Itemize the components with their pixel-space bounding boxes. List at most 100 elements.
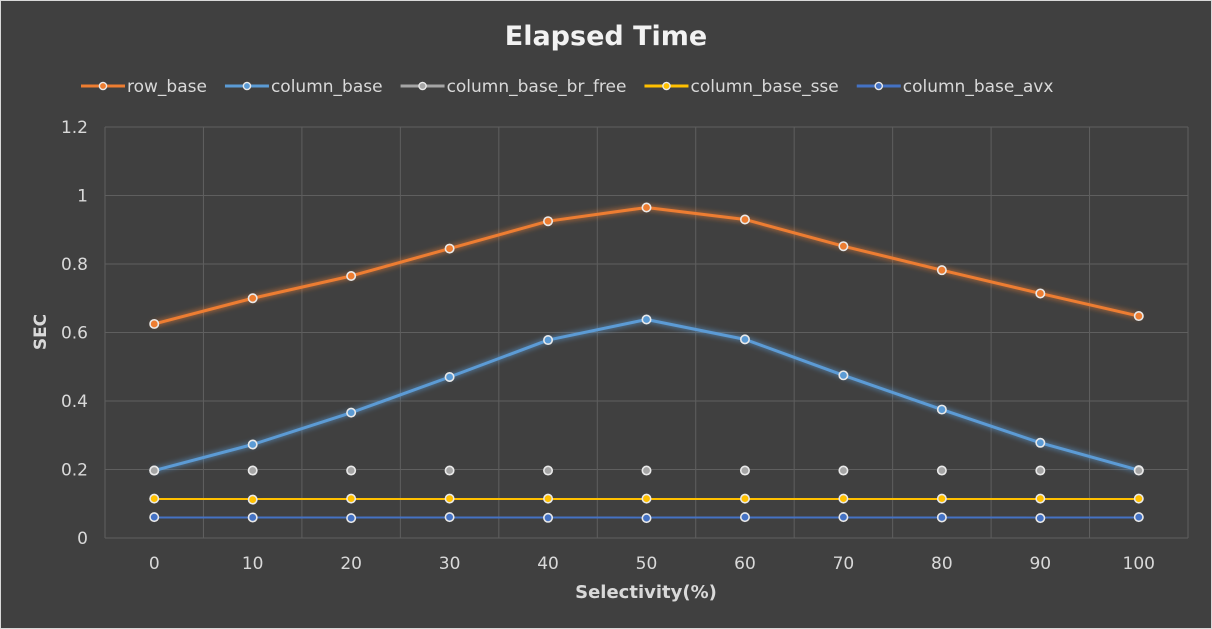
series-lines (149, 202, 1144, 524)
data-point (936, 512, 947, 523)
series-column_base_br_free (149, 465, 1144, 476)
data-point (838, 241, 849, 252)
data-point (247, 512, 258, 523)
legend-label: column_base_br_free (447, 77, 627, 97)
data-point (936, 404, 947, 415)
data-point (346, 465, 357, 476)
data-point (444, 372, 455, 383)
legend-marker (98, 81, 108, 91)
y-tick-label: 0.2 (61, 461, 88, 481)
data-point (1035, 288, 1046, 299)
legend-item-row_base: row_base (81, 77, 207, 97)
y-tick-label: 0.4 (61, 392, 88, 412)
data-point (247, 465, 258, 476)
x-tick-label: 50 (636, 554, 658, 574)
legend-item-column_base_br_free: column_base_br_free (400, 77, 627, 97)
data-point (641, 465, 652, 476)
data-point (444, 493, 455, 504)
x-axis-label: Selectivity(%) (575, 582, 717, 603)
x-tick-label: 40 (537, 554, 559, 574)
legend-item-column_base_sse: column_base_sse (644, 77, 839, 97)
data-point (149, 318, 160, 329)
data-point (543, 216, 554, 227)
data-point (247, 439, 258, 450)
x-tick-label: 90 (1029, 554, 1051, 574)
data-point (936, 265, 947, 276)
data-point (838, 512, 849, 523)
legend-label: column_base_avx (903, 77, 1054, 97)
data-point (739, 465, 750, 476)
series-column_base (149, 314, 1144, 476)
data-point (739, 512, 750, 523)
data-point (936, 465, 947, 476)
series-column_base_sse (149, 493, 1144, 505)
data-point (444, 465, 455, 476)
x-tick-label: 70 (833, 554, 855, 574)
x-tick-label: 0 (149, 554, 160, 574)
y-tick-label: 1 (77, 187, 88, 207)
data-point (1133, 311, 1144, 322)
data-point (149, 493, 160, 504)
legend-marker (874, 81, 884, 91)
data-point (1035, 493, 1046, 504)
legend-label: column_base (271, 77, 383, 97)
legend-marker (662, 81, 671, 91)
legend: row_base column_base column_base_br_free co… (81, 77, 1053, 97)
y-tick-label: 1.2 (61, 118, 88, 138)
legend-item-column_base_avx: column_base_avx (856, 77, 1054, 97)
data-point (543, 335, 554, 346)
data-point (1133, 493, 1144, 504)
x-tick-label: 100 (1123, 554, 1155, 574)
data-point (1133, 512, 1144, 523)
data-point (149, 512, 160, 523)
gridlines (104, 126, 1189, 539)
legend-label: row_base (127, 77, 207, 97)
data-point (346, 407, 357, 418)
data-point (346, 493, 357, 504)
data-point (1035, 437, 1046, 448)
data-point (936, 493, 947, 504)
data-point (444, 512, 455, 523)
data-point (149, 465, 160, 476)
y-tick-label: 0 (77, 529, 88, 549)
data-point (838, 493, 849, 504)
series-column_base_avx (149, 512, 1144, 524)
legend-label: column_base_sse (690, 77, 838, 97)
y-axis-ticks: 0 0.2 0.4 0.6 0.8 1 1.2 (61, 118, 88, 549)
legend-item-column_base: column_base (224, 77, 383, 97)
data-point (444, 243, 455, 254)
data-point (641, 202, 652, 213)
x-tick-label: 30 (439, 554, 461, 574)
data-point (739, 334, 750, 345)
data-point (838, 465, 849, 476)
data-point (543, 465, 554, 476)
data-point (1133, 465, 1144, 476)
y-axis-label: SEC (31, 314, 51, 350)
legend-marker (418, 81, 427, 91)
data-point (247, 293, 258, 304)
chart-title: Elapsed Time (505, 21, 707, 52)
y-tick-label: 0.6 (61, 324, 88, 344)
x-tick-label: 10 (242, 554, 264, 574)
data-point (346, 513, 357, 524)
series-row_base (149, 202, 1144, 329)
data-point (543, 493, 554, 504)
data-point (838, 370, 849, 381)
x-tick-label: 80 (931, 554, 953, 574)
data-point (346, 270, 357, 281)
data-point (247, 494, 258, 505)
x-tick-label: 60 (734, 554, 756, 574)
data-point (543, 512, 554, 523)
legend-marker (242, 81, 252, 91)
data-point (739, 214, 750, 225)
data-point (641, 493, 652, 504)
data-point (1035, 513, 1046, 524)
data-point (739, 493, 750, 504)
x-tick-label: 20 (340, 554, 362, 574)
data-point (1035, 465, 1046, 476)
data-point (641, 513, 652, 524)
x-axis-ticks: 0 10 20 30 40 50 60 70 80 90 100 (149, 554, 1155, 574)
y-tick-label: 0.8 (61, 255, 88, 275)
